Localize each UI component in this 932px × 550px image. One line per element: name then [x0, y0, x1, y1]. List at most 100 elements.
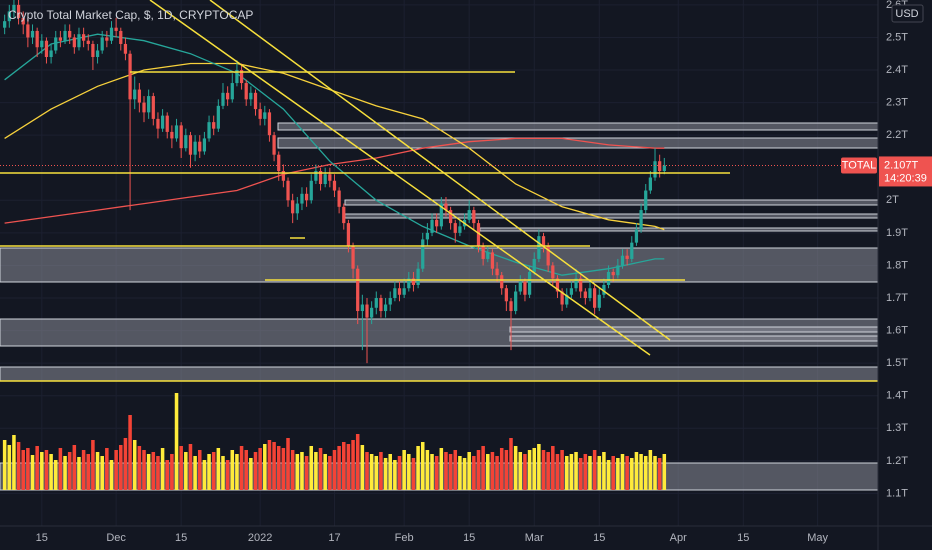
- volume-bar: [95, 452, 100, 490]
- candle-body: [77, 34, 81, 48]
- candle-body: [467, 210, 471, 220]
- currency-box[interactable]: [891, 4, 924, 23]
- currency[interactable]: USD: [895, 8, 918, 20]
- y-tick-label: 2.4T: [886, 64, 908, 76]
- candle-body: [170, 131, 174, 139]
- volume-bar: [407, 454, 411, 490]
- volume-bar: [527, 450, 532, 490]
- volume-bar: [569, 454, 574, 490]
- candle-body: [277, 154, 281, 171]
- volume-bar: [221, 456, 225, 490]
- volume-bar: [490, 452, 495, 490]
- candle-body: [356, 268, 360, 312]
- volume-bar: [188, 444, 193, 490]
- volume-bar: [179, 446, 183, 490]
- volume-bar: [44, 450, 49, 490]
- candle-body: [239, 70, 244, 84]
- candle-body: [472, 210, 476, 224]
- volume-bar: [564, 456, 569, 490]
- volume-bar: [597, 456, 602, 490]
- volume-bar: [225, 460, 230, 490]
- candle-body: [374, 298, 378, 308]
- candle-body: [481, 245, 485, 259]
- volume-bar: [532, 448, 536, 490]
- moving-average: [4, 137, 665, 224]
- volume-bar: [355, 434, 360, 490]
- zone: [0, 462, 879, 491]
- drawings: [0, 122, 879, 491]
- candle-body: [597, 294, 601, 308]
- candle-body: [286, 180, 290, 201]
- volume-bar: [16, 442, 21, 490]
- candle-body: [72, 37, 76, 48]
- candle-body: [453, 223, 457, 233]
- volume-bar: [648, 450, 653, 490]
- candle-body: [105, 37, 109, 41]
- candle-body: [147, 96, 151, 113]
- candle-body: [21, 17, 25, 25]
- volume-bar: [281, 448, 286, 490]
- volume-bar: [634, 452, 639, 490]
- candle-body: [555, 278, 560, 292]
- volume-bar: [202, 460, 207, 490]
- volume-bar: [249, 458, 253, 490]
- volume-bar: [123, 438, 128, 490]
- volume-bar: [318, 448, 323, 490]
- volume-bar: [653, 456, 657, 490]
- candle-body: [318, 170, 323, 185]
- candle-body: [560, 291, 564, 305]
- volume-bar: [499, 448, 504, 490]
- y-tick-label: 2.2T: [886, 129, 908, 141]
- volume-bar: [81, 450, 86, 490]
- candle-body: [500, 275, 504, 289]
- volume-bar: [439, 448, 444, 490]
- candle-body: [379, 298, 383, 312]
- candle-body: [63, 30, 67, 41]
- volume-bar: [26, 448, 30, 490]
- candle-body: [128, 53, 132, 100]
- volume-bar: [453, 450, 458, 490]
- volume-bar: [314, 452, 318, 490]
- candle-body: [12, 4, 16, 12]
- y-tick-label: 1.8T: [886, 259, 908, 271]
- volume-bar: [420, 442, 425, 490]
- candle-body: [295, 203, 299, 214]
- candle-body: [620, 255, 625, 266]
- volume-bar: [53, 460, 58, 490]
- candle-body: [435, 219, 439, 227]
- candle-body: [160, 115, 165, 129]
- volume-bar: [425, 450, 430, 490]
- volume-bar: [263, 444, 267, 490]
- candle-body: [425, 232, 430, 240]
- volume-bar: [7, 445, 12, 490]
- volume-bar: [509, 438, 513, 490]
- candle-body: [634, 229, 639, 243]
- volume-bar: [272, 442, 276, 490]
- candle-body: [3, 21, 7, 28]
- candle-body: [253, 92, 258, 110]
- candle-body: [514, 291, 518, 312]
- zone: [344, 199, 879, 206]
- volume-bar: [77, 457, 81, 490]
- candle-body: [249, 92, 253, 100]
- volume-bar: [444, 452, 448, 490]
- volume-bar: [625, 456, 629, 490]
- volume-bar: [309, 446, 314, 490]
- x-tick-label: Dec: [106, 532, 126, 544]
- candle-body: [532, 258, 536, 272]
- volume-bar: [91, 440, 95, 490]
- volume-bar: [374, 456, 379, 490]
- volume-bar: [592, 450, 597, 490]
- y-tick-label: 1.3T: [886, 422, 908, 434]
- candle-body: [109, 27, 114, 41]
- candle-body: [323, 174, 327, 185]
- zone: [509, 326, 879, 333]
- volume-bar: [416, 446, 420, 490]
- x-tick-label: May: [807, 532, 828, 544]
- candle-body: [416, 268, 420, 285]
- volume-bar: [267, 440, 272, 490]
- volume-bar: [86, 454, 91, 490]
- volume-bar: [49, 454, 53, 490]
- volume-bar: [332, 450, 337, 490]
- volume-bar: [662, 454, 667, 490]
